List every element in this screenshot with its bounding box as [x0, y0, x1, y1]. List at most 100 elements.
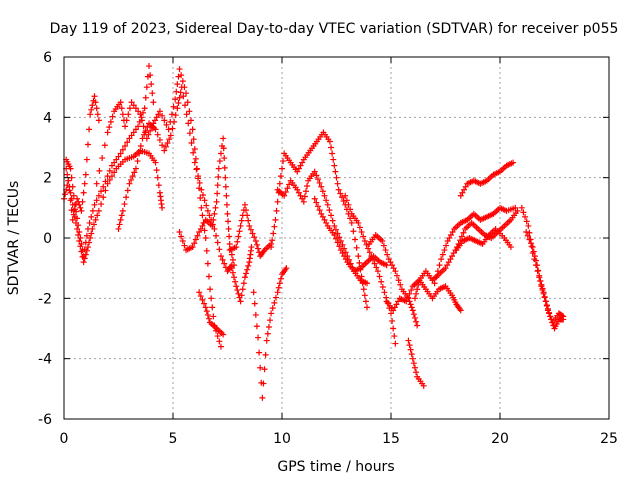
data-point — [273, 207, 280, 214]
data-point — [163, 121, 170, 128]
data-point — [343, 197, 350, 204]
data-point — [405, 337, 412, 344]
data-point — [202, 304, 209, 311]
data-point — [238, 217, 245, 224]
data-point — [334, 239, 341, 246]
data-point — [118, 105, 125, 112]
data-point — [332, 168, 339, 175]
data-point — [216, 246, 223, 253]
data-point — [162, 143, 169, 150]
data-point — [321, 192, 328, 199]
data-point — [370, 256, 377, 263]
data-point — [205, 315, 212, 322]
data-point — [444, 262, 451, 269]
data-point — [271, 299, 278, 306]
data-point — [535, 267, 542, 274]
data-point — [119, 111, 126, 118]
data-point — [379, 238, 386, 245]
data-point — [130, 129, 137, 136]
data-point — [441, 247, 448, 254]
data-point — [137, 111, 144, 118]
chart-title: Day 119 of 2023, Sidereal Day-to-day VTE… — [50, 21, 619, 37]
data-point — [374, 268, 381, 275]
data-point — [395, 298, 402, 305]
data-point — [542, 298, 549, 305]
data-point — [360, 286, 367, 293]
data-point — [80, 259, 87, 266]
data-point — [197, 293, 204, 300]
data-point — [86, 219, 93, 226]
data-point — [524, 232, 531, 239]
data-point — [211, 225, 218, 232]
data-point — [231, 262, 238, 269]
data-point — [184, 99, 191, 106]
data-point — [156, 136, 163, 143]
data-point — [206, 212, 213, 219]
data-point — [284, 185, 291, 192]
data-point — [457, 192, 464, 199]
data-point — [89, 225, 96, 232]
data-point — [128, 176, 135, 183]
series-sat-h — [226, 201, 275, 260]
data-point — [373, 264, 380, 271]
data-point — [132, 165, 139, 172]
data-point — [98, 188, 105, 195]
data-point — [192, 155, 199, 162]
data-point — [353, 244, 360, 251]
data-point — [208, 295, 215, 302]
data-point — [458, 233, 465, 240]
data-point — [139, 135, 146, 142]
data-point — [135, 123, 142, 130]
data-point — [269, 305, 276, 312]
data-point — [214, 182, 221, 189]
data-point — [336, 234, 343, 241]
data-point — [198, 204, 205, 211]
data-point — [252, 311, 259, 318]
data-point — [148, 81, 155, 88]
data-point — [304, 182, 311, 189]
data-point — [318, 183, 325, 190]
data-point — [534, 262, 541, 269]
data-point — [334, 230, 341, 237]
data-point — [253, 241, 260, 248]
data-point — [149, 90, 156, 97]
data-point — [77, 235, 84, 241]
data-point — [461, 186, 468, 193]
data-point — [526, 229, 533, 236]
data-point — [265, 323, 272, 330]
data-point — [319, 188, 326, 195]
data-point — [339, 250, 346, 257]
data-point — [95, 117, 102, 124]
data-point — [252, 238, 259, 245]
data-point — [183, 111, 190, 118]
data-point — [74, 225, 81, 232]
data-point — [523, 228, 530, 235]
data-point — [207, 286, 214, 293]
data-point — [536, 272, 543, 279]
data-point — [79, 198, 86, 205]
data-point — [134, 158, 141, 165]
data-point — [316, 207, 323, 214]
data-point — [337, 247, 344, 254]
data-point — [165, 126, 172, 133]
data-point — [245, 217, 252, 224]
data-point — [199, 212, 206, 219]
data-point — [174, 105, 181, 112]
data-point — [362, 298, 369, 305]
data-point — [119, 207, 126, 214]
data-point — [196, 179, 203, 186]
data-point — [213, 198, 220, 205]
data-point — [104, 129, 111, 136]
data-point — [213, 232, 220, 239]
data-point — [323, 197, 330, 204]
data-point — [392, 268, 399, 275]
data-point — [460, 229, 467, 236]
data-point — [247, 226, 254, 233]
data-point — [121, 201, 128, 208]
data-point — [78, 207, 85, 214]
data-point — [152, 117, 159, 124]
data-point — [84, 141, 91, 148]
data-point — [276, 180, 283, 187]
data-point — [159, 204, 166, 211]
series-sat-q — [405, 337, 427, 389]
